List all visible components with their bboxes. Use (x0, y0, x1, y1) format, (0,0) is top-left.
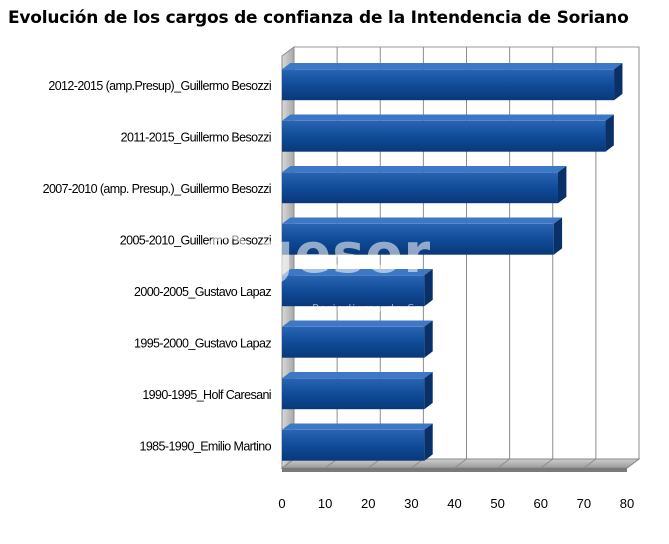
bar-top (282, 63, 623, 70)
gridline-floor (626, 458, 640, 469)
x-axis-ticks: 0 10 20 30 40 50 60 70 80 (278, 496, 634, 511)
bar-end (424, 269, 433, 307)
bar-top (282, 269, 433, 276)
bar-top (282, 217, 563, 224)
category-label: 1990-1995_Holf Caresani (142, 388, 271, 402)
floor-edge (282, 468, 627, 472)
bar-end (424, 372, 433, 410)
gridline-floor (454, 458, 467, 469)
bar-end (424, 320, 433, 358)
category-label: 2011-2015_Guillermo Besozzi (121, 130, 271, 144)
chart-title: Evolución de los cargos de confianza de … (8, 8, 629, 28)
x-tick-label: 10 (318, 496, 332, 511)
bar (282, 429, 425, 461)
bar (282, 223, 554, 255)
bar-end (614, 63, 623, 101)
category-label: 1995-2000_Gustavo Lapaz (134, 336, 271, 350)
bar-end (424, 423, 433, 461)
category-label: 2005-2010_Guillermo Besozzi (120, 233, 271, 247)
bar-end (558, 166, 567, 204)
gridline-floor (540, 458, 554, 469)
bar-top (282, 114, 614, 121)
bar-top (282, 320, 433, 327)
bar-top (282, 423, 433, 430)
x-tick-label: 0 (278, 496, 285, 511)
bars (282, 63, 623, 461)
x-tick-label: 60 (534, 496, 548, 511)
x-tick-label: 70 (577, 496, 591, 511)
category-label: 2012-2015 (amp.Presup)_Guillermo Besozzi (48, 79, 271, 93)
bar (282, 120, 606, 152)
category-labels: 2012-2015 (amp.Presup)_Guillermo Besozzi… (43, 79, 273, 454)
bar (282, 326, 425, 358)
bar-top (282, 372, 433, 379)
bar (282, 275, 425, 307)
x-tick-label: 20 (361, 496, 375, 511)
bar-top (282, 166, 567, 173)
x-tick-label: 80 (620, 496, 634, 511)
bar (282, 378, 425, 410)
bar-end (553, 217, 563, 255)
gridline-floor (497, 458, 510, 469)
gridline-floor (583, 458, 597, 469)
category-label: 2000-2005_Gustavo Lapaz (134, 285, 271, 299)
bar-end (605, 114, 614, 152)
x-tick-label: 40 (447, 496, 461, 511)
x-tick-label: 30 (404, 496, 418, 511)
category-label: 1985-1990_Emilio Martino (139, 439, 271, 453)
bar (282, 172, 558, 204)
category-label: 2007-2010 (amp. Presup.)_Guillermo Besoz… (43, 182, 271, 196)
bar (282, 69, 615, 101)
x-tick-label: 50 (490, 496, 504, 511)
